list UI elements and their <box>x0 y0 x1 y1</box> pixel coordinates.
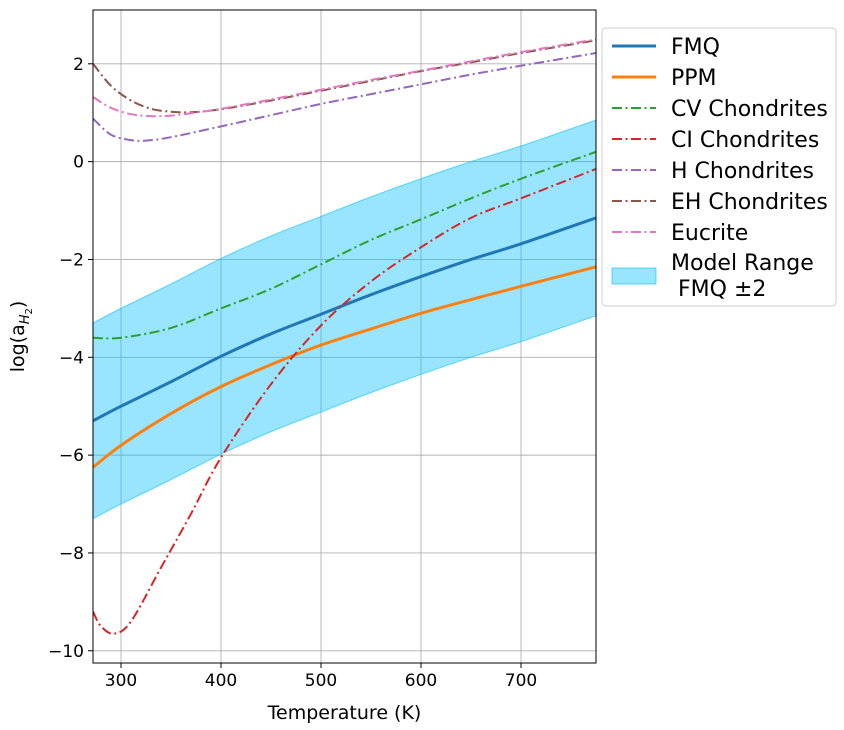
y-axis-label-prefix: log(a <box>7 324 29 372</box>
series-line-cv-chondrites <box>93 150 596 340</box>
y-tick-label: 2 <box>73 55 84 75</box>
x-tick-label: 700 <box>505 671 537 691</box>
legend-box <box>601 27 837 307</box>
plot-frame <box>92 9 597 664</box>
x-ticks: 300 400 500 600 700 <box>105 663 537 691</box>
y-tick-label: −10 <box>48 642 84 662</box>
legend-label: H Chondrites <box>671 159 814 184</box>
x-tick-label: 600 <box>405 671 437 691</box>
y-ticks: −10 −8 −6 −4 −2 0 2 <box>48 55 93 662</box>
legend-label: PPM <box>671 66 717 91</box>
legend-label: CI Chondrites <box>671 128 819 153</box>
y-axis-label: log(aH2) <box>7 301 35 373</box>
x-tick-label: 300 <box>105 671 137 691</box>
series-line-fmq <box>93 216 596 423</box>
x-axis-label: Temperature (K) <box>267 702 422 724</box>
y-tick-label: −4 <box>59 348 84 368</box>
x-tick-label: 500 <box>305 671 337 691</box>
y-tick-label: −8 <box>59 544 84 564</box>
y-tick-label: 0 <box>73 153 84 173</box>
legend-label-band: FMQ ±2 <box>671 277 766 302</box>
legend-label: FMQ <box>671 35 720 60</box>
y-axis-label-suffix: ) <box>7 301 29 308</box>
legend-label: Eucrite <box>671 221 748 246</box>
y-axis-label-subsub: 2 <box>24 308 35 314</box>
series-line-ppm <box>93 265 596 469</box>
series-line-h-chondrites <box>93 52 596 142</box>
model-range-band <box>93 119 596 520</box>
x-tick-label: 400 <box>205 671 237 691</box>
series-lines <box>93 38 596 635</box>
legend: FMQ PPM CV Chondrites CI Chondrites H Chondr… <box>601 27 837 307</box>
legend-label: EH Chondrites <box>671 190 828 215</box>
legend-label-band: Model Range <box>671 251 814 276</box>
y-tick-label: −6 <box>59 446 84 466</box>
model-range-area <box>93 119 596 520</box>
y-axis-label-sub: H <box>18 314 33 324</box>
series-line-eucrite <box>93 38 596 118</box>
legend-label: CV Chondrites <box>671 97 828 122</box>
y-tick-label: −2 <box>59 250 84 270</box>
legend-swatch-band <box>611 267 657 285</box>
grid <box>93 10 596 663</box>
